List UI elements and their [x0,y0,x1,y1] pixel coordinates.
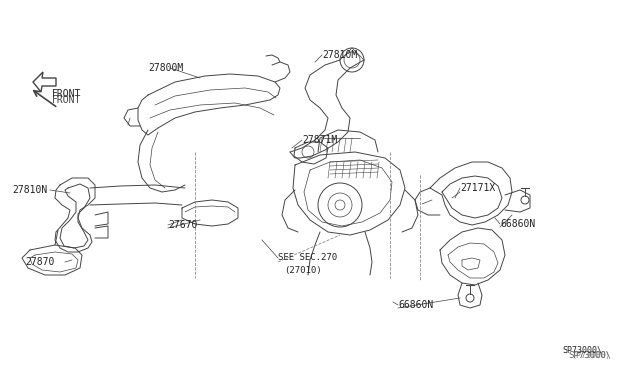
Text: 27800M: 27800M [148,63,183,73]
Text: 27810N: 27810N [12,185,47,195]
Circle shape [335,200,345,210]
Text: SEE SEC.270: SEE SEC.270 [278,253,337,263]
Text: (27010): (27010) [284,266,322,275]
Text: 27810M: 27810M [322,50,357,60]
Text: 66860N: 66860N [398,300,433,310]
Text: 27171X: 27171X [460,183,495,193]
Text: FRONT: FRONT [52,89,81,99]
Text: FRONT: FRONT [52,95,81,105]
Text: 27871M: 27871M [302,135,337,145]
Text: 27870: 27870 [25,257,54,267]
Text: 27670: 27670 [168,220,197,230]
Text: $\langle$P73000$\rangle$: $\langle$P73000$\rangle$ [572,349,610,360]
Polygon shape [33,72,56,92]
Text: 66860N: 66860N [500,219,535,229]
Text: SP73000\: SP73000\ [562,346,602,355]
Text: SP73000\: SP73000\ [568,350,611,359]
